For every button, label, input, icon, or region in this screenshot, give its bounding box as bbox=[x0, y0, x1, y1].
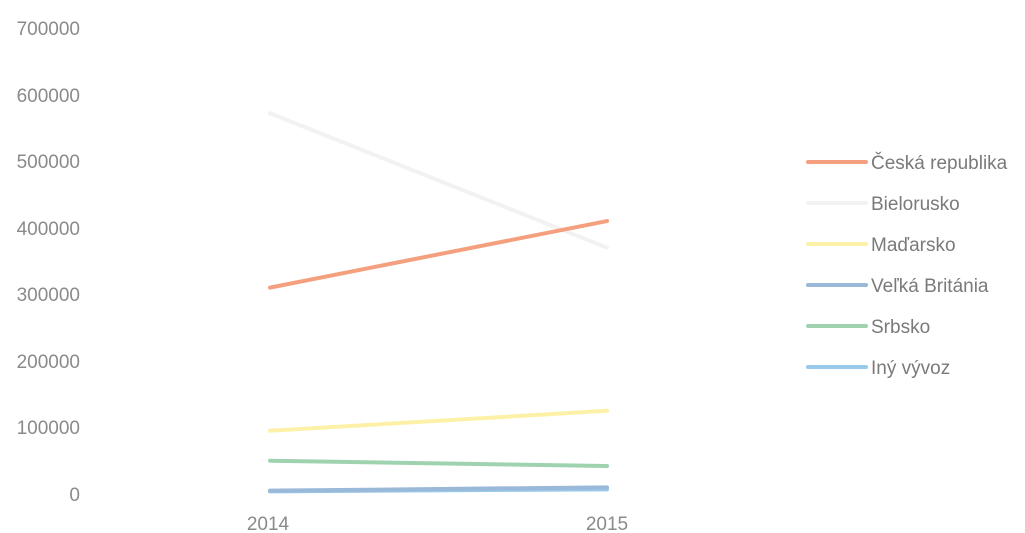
legend-label: Maďarsko bbox=[871, 235, 956, 256]
y-tick-label: 500000 bbox=[17, 152, 80, 173]
legend-label: Veľká Británia bbox=[871, 276, 989, 297]
y-tick-label: 300000 bbox=[17, 285, 80, 306]
y-tick-label: 600000 bbox=[17, 86, 80, 107]
series-line bbox=[268, 408, 609, 433]
y-tick-label: 700000 bbox=[17, 19, 80, 40]
y-axis: 700000 600000 500000 400000 300000 20000… bbox=[17, 19, 80, 506]
legend-label: Bielorusko bbox=[871, 194, 960, 215]
y-tick-label: 400000 bbox=[17, 219, 80, 240]
series-line bbox=[268, 485, 609, 493]
legend: Česká republika Bielorusko Maďarsko Veľká B… bbox=[806, 152, 1008, 379]
series-layer bbox=[268, 111, 609, 494]
y-tick-label: 200000 bbox=[17, 352, 80, 373]
x-tick-label: 2015 bbox=[586, 514, 628, 533]
series-line bbox=[268, 219, 609, 290]
legend-label: Srbsko bbox=[871, 317, 930, 338]
series-line bbox=[268, 458, 609, 469]
series-line bbox=[268, 111, 609, 250]
y-tick-label: 100000 bbox=[17, 418, 80, 439]
y-tick-label: 0 bbox=[69, 485, 80, 506]
legend-label: Iný vývoz bbox=[871, 358, 950, 379]
x-tick-label: 2014 bbox=[247, 514, 290, 533]
x-axis: 2014 2015 bbox=[247, 514, 628, 533]
legend-label: Česká republika bbox=[871, 152, 1008, 174]
